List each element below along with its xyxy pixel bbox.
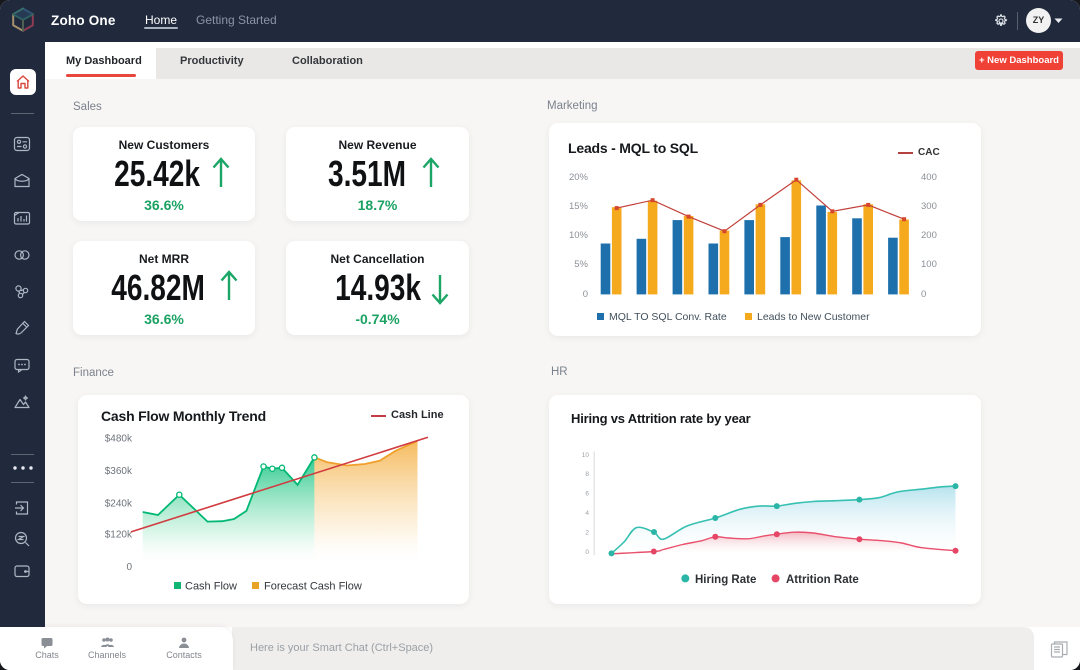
svg-text:Leads to New Customer: Leads to New Customer [757, 311, 870, 323]
svg-text:6: 6 [585, 491, 589, 498]
svg-text:$360k: $360k [105, 466, 133, 477]
svg-text:Cash Flow: Cash Flow [185, 581, 237, 593]
svg-text:0: 0 [126, 562, 132, 573]
svg-text:5%: 5% [574, 259, 588, 270]
svg-text:$120k: $120k [105, 530, 133, 541]
svg-text:Forecast Cash Flow: Forecast Cash Flow [264, 581, 362, 593]
svg-text:400: 400 [921, 172, 937, 183]
svg-text:300: 300 [921, 201, 937, 212]
svg-text:4: 4 [585, 510, 589, 517]
svg-text:$480k: $480k [105, 434, 133, 445]
svg-text:0: 0 [583, 289, 588, 300]
svg-text:8: 8 [585, 471, 589, 478]
svg-text:100: 100 [921, 259, 937, 270]
svg-text:10: 10 [582, 452, 590, 459]
svg-text:2: 2 [585, 530, 589, 537]
svg-text:20%: 20% [569, 172, 589, 183]
svg-text:$240k: $240k [105, 498, 133, 509]
svg-text:Attrition Rate: Attrition Rate [786, 574, 859, 586]
svg-text:15%: 15% [569, 201, 589, 212]
svg-text:0: 0 [921, 289, 926, 300]
svg-text:0: 0 [585, 549, 589, 556]
svg-text:MQL TO SQL Conv. Rate: MQL TO SQL Conv. Rate [609, 311, 727, 323]
svg-text:10%: 10% [569, 230, 589, 241]
svg-text:200: 200 [921, 230, 937, 241]
svg-text:Hiring Rate: Hiring Rate [695, 574, 756, 586]
